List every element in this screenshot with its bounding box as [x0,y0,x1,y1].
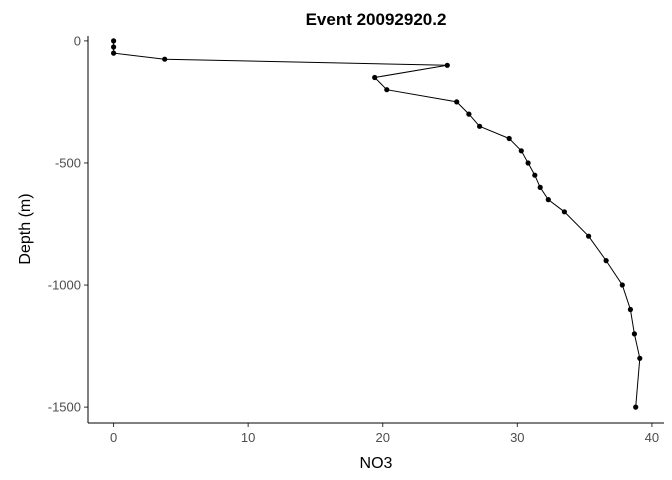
data-point [477,123,483,129]
data-point [525,160,531,166]
data-point [619,282,625,288]
x-tick-label: 40 [645,430,659,445]
data-point [454,99,460,105]
data-point [506,135,512,142]
y-tick-label: 0 [74,33,81,48]
y-axis-title: Depth (m) [17,193,34,264]
data-point [586,233,592,239]
data-point [372,74,378,81]
data-point [537,184,543,190]
x-tick-label: 10 [241,430,255,445]
data-point [111,50,117,56]
x-tick-label: 30 [510,430,524,445]
data-point [633,404,639,410]
x-tick-label: 20 [375,430,389,445]
data-point [518,148,524,154]
tick-group: 0 10 20 30 40 0 -500 -1000 -1500 [48,33,659,445]
series-group [111,38,643,410]
data-point [384,87,390,93]
data-point [637,355,643,361]
series-line [113,40,641,408]
y-tick-label: -1000 [48,278,81,293]
data-point [631,331,638,337]
y-tick-label: -500 [55,155,81,170]
data-point [162,56,168,62]
data-point [444,62,450,68]
data-point [627,306,634,313]
data-point [466,111,472,117]
y-tick-label: -1500 [48,400,81,415]
data-point [111,38,117,44]
data-point [545,197,551,203]
data-point [561,209,568,215]
data-point [603,258,609,264]
data-point [532,172,538,178]
chart-title: Event 20092920.2 [306,10,447,29]
x-axis-title: NO3 [360,455,393,472]
data-point [111,44,117,50]
x-tick-label: 0 [110,430,117,445]
